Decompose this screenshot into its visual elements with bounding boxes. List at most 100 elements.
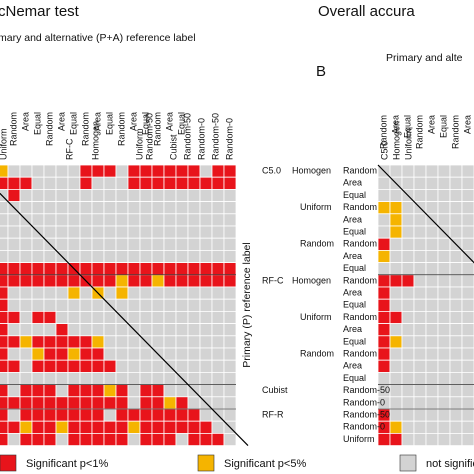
heatmap-cell [115, 249, 129, 263]
heatmap-cell [91, 359, 105, 373]
heatmap-cell [151, 335, 165, 349]
heatmap-cell [67, 274, 81, 288]
heatmap-cell [31, 420, 45, 434]
heatmap-cell [425, 249, 439, 263]
heatmap-cell [377, 335, 391, 349]
heatmap-cell [175, 298, 189, 312]
heatmap-cell [19, 396, 33, 410]
heatmap-cell [211, 274, 225, 288]
heatmap-cell [151, 396, 165, 410]
heatmap-cell [151, 188, 165, 202]
heatmap-cell [139, 420, 153, 434]
heatmap-cell [91, 396, 105, 410]
heatmap-cell [115, 213, 129, 227]
heatmap-cell [461, 335, 474, 349]
heatmap-cell [19, 274, 33, 288]
heatmap-cell [31, 310, 45, 324]
heatmap-cell [103, 262, 117, 276]
heatmap-cell [401, 408, 415, 422]
heatmap-cell [55, 323, 69, 337]
legend-swatch [399, 454, 417, 472]
heatmap-cell [461, 384, 474, 398]
group-label: Uniform [0, 128, 8, 160]
heatmap-cell [401, 225, 415, 239]
column-label: Equal [32, 112, 42, 135]
heatmap-cell [389, 347, 403, 361]
heatmap-cell [211, 347, 225, 361]
heatmap-cell [31, 396, 45, 410]
heatmap-cell [223, 201, 237, 215]
heatmap-cell [7, 384, 21, 398]
heatmap-cell [449, 164, 463, 178]
group-label: Homogen [391, 121, 401, 160]
row-group-label: Uniform [300, 312, 332, 322]
heatmap-cell [449, 310, 463, 324]
heatmap-cell [127, 359, 141, 373]
heatmap-cell [461, 359, 474, 373]
heatmap-cell [211, 237, 225, 251]
heatmap-cell [127, 176, 141, 190]
heatmap-cell [79, 176, 93, 190]
legend-label: not significant [426, 458, 474, 470]
heatmap-cell [377, 237, 391, 251]
heatmap-cell [163, 262, 177, 276]
heatmap-cell [67, 225, 81, 239]
heatmap-cell [163, 249, 177, 263]
heatmap-cell [139, 298, 153, 312]
heatmap-cell [425, 347, 439, 361]
heatmap-cell [151, 420, 165, 434]
row-label: Equal [343, 263, 366, 273]
heatmap-cell [461, 237, 474, 251]
heatmap-cell [187, 164, 201, 178]
diagonal [0, 192, 249, 447]
heatmap-cell [115, 347, 129, 361]
heatmap-cell [401, 201, 415, 215]
heatmap-cell [163, 213, 177, 227]
heatmap-cell [55, 420, 69, 434]
heatmap-cell [199, 188, 213, 202]
heatmap-cell [163, 384, 177, 398]
heatmap-cell [127, 274, 141, 288]
heatmap-cell [187, 225, 201, 239]
heatmap-cell [223, 310, 237, 324]
heatmap-cell [401, 164, 415, 178]
heatmap-cell [151, 432, 165, 446]
heatmap-cell [211, 262, 225, 276]
heatmap-cell [389, 310, 403, 324]
heatmap-cell [437, 396, 451, 410]
group-label: Random-50 [210, 113, 220, 160]
heatmap-cell [401, 359, 415, 373]
heatmap-cell [389, 225, 403, 239]
heatmap-cell [127, 347, 141, 361]
heatmap-cell [377, 347, 391, 361]
heatmap-cell [413, 310, 427, 324]
heatmap-cell [79, 310, 93, 324]
heatmap-cell [67, 420, 81, 434]
heatmap-cell [199, 201, 213, 215]
column-label: Equal [68, 112, 78, 135]
heatmap-cell [103, 188, 117, 202]
heatmap-cell [115, 298, 129, 312]
column-label: Area [390, 115, 400, 134]
heatmap-cell [223, 225, 237, 239]
row-label: Random [343, 239, 377, 249]
heatmap-cell [223, 237, 237, 251]
heatmap-cell [175, 249, 189, 263]
heatmap-cell [151, 176, 165, 190]
heatmap-cell [103, 225, 117, 239]
heatmap-cell [377, 298, 391, 312]
heatmap-cell [19, 188, 33, 202]
heatmap-cell [7, 323, 21, 337]
heatmap-cell [55, 396, 69, 410]
heatmap-cell [103, 420, 117, 434]
heatmap-cell [55, 188, 69, 202]
heatmap-cell [199, 408, 213, 422]
heatmap-cell [43, 432, 57, 446]
heatmap-cell [43, 249, 57, 263]
heatmap-cell [199, 176, 213, 190]
heatmap-cell [67, 249, 81, 263]
heatmap-cell [223, 274, 237, 288]
heatmap-cell [425, 164, 439, 178]
heatmap-cell [139, 359, 153, 373]
heatmap-cell [425, 201, 439, 215]
